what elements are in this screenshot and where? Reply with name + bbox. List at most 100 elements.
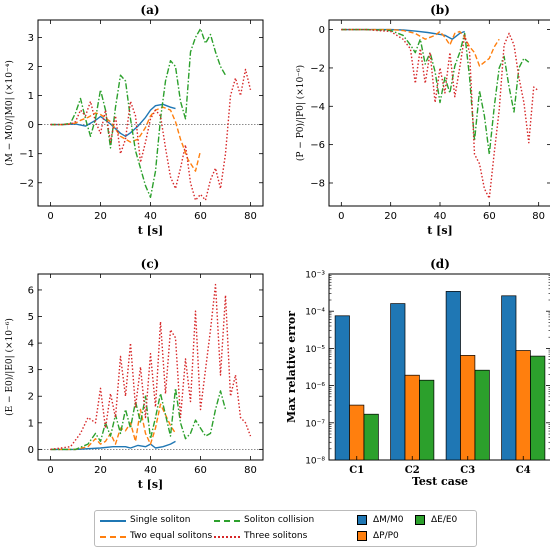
bar-c3-0 [445, 291, 461, 461]
y-tick-label: −4 [310, 102, 325, 113]
y-tick-label: −8 [310, 178, 325, 189]
y-tick-label: 3 [28, 365, 34, 376]
x-axis-label: t [s] [427, 224, 453, 237]
plot-frame [328, 19, 550, 207]
y-tick-label: −6 [310, 140, 325, 151]
x-axis-label: t [s] [138, 478, 164, 491]
legend-label-collision: Soliton collision [244, 515, 315, 525]
y-tick-label: 2 [28, 392, 34, 403]
series-line-soliton-collision [50, 28, 227, 199]
series-line-three-solitons [341, 28, 540, 200]
x-tick-label: 60 [483, 211, 496, 222]
y-tick-label: 0 [319, 25, 325, 36]
y-tick-label: 0 [28, 445, 34, 456]
x-tick-label: 0 [47, 211, 53, 222]
legend-label-two: Two equal solitons [130, 531, 213, 541]
figure-legend: Single soliton Two equal solitons Solito… [94, 510, 477, 547]
series-line-two-equal-solitons [50, 106, 202, 172]
y-tick-label: 10⁻⁷ [305, 419, 325, 429]
panel-label: (b) [430, 3, 450, 17]
x-tick-label: C2 [405, 465, 420, 476]
x-tick-label: 40 [144, 211, 157, 222]
y-tick-label: 1 [28, 91, 34, 102]
x-tick-label: 20 [94, 211, 107, 222]
panel-2 [37, 273, 264, 461]
y-tick-label: 10⁻⁸ [305, 457, 325, 467]
x-axis-label: Test case [412, 475, 468, 488]
x-tick-label: 60 [194, 211, 207, 222]
x-tick-label: 20 [94, 465, 107, 476]
bar-c1-1 [349, 404, 365, 461]
bar-c4-1 [515, 350, 531, 461]
y-tick-label: −2 [310, 63, 325, 74]
bar-c4-2 [530, 355, 546, 461]
panel-label: (c) [141, 257, 160, 271]
bar-c1-0 [334, 315, 350, 461]
series-line-soliton-collision [50, 387, 227, 451]
panel-3 [328, 273, 550, 461]
x-tick-label: 60 [194, 465, 207, 476]
legend-line-single [100, 520, 126, 522]
panel-label: (d) [430, 257, 450, 271]
y-tick-label: 0 [28, 120, 34, 131]
panel-label: (a) [140, 3, 159, 17]
y-tick-label: 10⁻⁵ [305, 345, 325, 355]
x-tick-label: C4 [516, 465, 531, 476]
x-tick-label: 20 [384, 211, 397, 222]
bar-c4-0 [501, 295, 517, 461]
y-tick-label: 5 [28, 312, 34, 323]
x-tick-label: C1 [349, 465, 364, 476]
bar-c1-2 [363, 413, 379, 461]
bar-c2-1 [404, 374, 420, 461]
y-axis-label: (E − E0)/|E0| (×10⁻⁶) [4, 318, 15, 416]
y-axis-label: (P − P0)/|P0| (×10⁻⁶) [295, 65, 306, 161]
series-line-three-solitons [50, 283, 252, 451]
legend-label-de: ΔE/E0 [431, 515, 458, 525]
y-tick-label: 10⁻⁴ [305, 308, 325, 318]
plot-frame [328, 273, 550, 461]
y-tick-label: 10⁻³ [305, 271, 325, 281]
x-axis-label: t [s] [138, 224, 164, 237]
bar-c2-2 [419, 379, 435, 461]
series-line-three-solitons [50, 68, 252, 201]
y-tick-label: −2 [19, 178, 34, 189]
series-line-two-equal-solitons [50, 403, 177, 451]
panel-1 [328, 19, 550, 207]
legend-line-two [100, 536, 126, 538]
y-tick-label: 1 [28, 418, 34, 429]
series-line-two-equal-solitons [341, 28, 500, 67]
series-line-soliton-collision [341, 28, 530, 155]
series-line-single-soliton [50, 103, 176, 138]
y-tick-label: 10⁻⁶ [305, 382, 325, 392]
x-tick-label: 40 [144, 465, 157, 476]
x-tick-label: 80 [244, 465, 257, 476]
x-tick-label: 0 [47, 465, 53, 476]
y-tick-label: 3 [28, 33, 34, 44]
legend-label-three: Three solitons [244, 531, 308, 541]
legend-label-dm: ΔM/M0 [373, 515, 404, 525]
legend-line-collision [214, 520, 240, 522]
legend-patch-dp [357, 531, 367, 541]
bar-c2-0 [390, 303, 406, 461]
y-axis-label: (M − M0)/|M0| (×10⁻⁴) [4, 60, 15, 166]
legend-label-single: Single soliton [130, 515, 191, 525]
x-tick-label: 80 [244, 211, 257, 222]
panel-0 [37, 19, 264, 207]
x-tick-label: 80 [532, 211, 545, 222]
bar-c3-1 [460, 355, 476, 461]
y-tick-label: 2 [28, 62, 34, 73]
series-line-single-soliton [50, 440, 176, 451]
legend-line-three [214, 536, 240, 538]
y-tick-label: −1 [19, 149, 34, 160]
legend-patch-de [415, 515, 425, 525]
y-tick-label: 6 [28, 285, 34, 296]
legend-patch-dm [357, 515, 367, 525]
x-tick-label: 40 [434, 211, 447, 222]
x-tick-label: 0 [338, 211, 344, 222]
legend-label-dp: ΔP/P0 [373, 531, 399, 541]
x-tick-label: C3 [460, 465, 475, 476]
y-axis-label: Max relative error [285, 311, 298, 423]
y-tick-label: 4 [28, 339, 34, 350]
bar-c3-2 [474, 369, 490, 461]
